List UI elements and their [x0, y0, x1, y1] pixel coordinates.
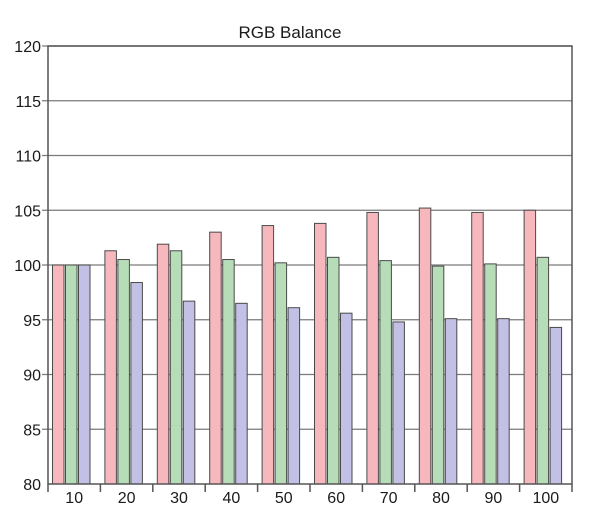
- y-tick-label: 115: [15, 94, 41, 111]
- y-tick-label: 95: [23, 313, 41, 330]
- x-tick-label: 60: [327, 490, 345, 507]
- bar-series-2-50: [274, 262, 288, 485]
- chart-title: RGB Balance: [239, 23, 342, 42]
- bar-series-1-20: [104, 250, 117, 485]
- bars: [52, 207, 563, 485]
- bar-series-2-20: [117, 259, 130, 485]
- bar-series-2-40: [222, 259, 235, 485]
- bar-series-3-10: [78, 264, 91, 485]
- bar-series-3-90: [497, 318, 510, 485]
- bar-series-3-60: [340, 312, 353, 485]
- bar-series-3-70: [392, 321, 405, 485]
- y-tick-label: 85: [23, 422, 41, 439]
- y-tick-label: 90: [23, 368, 41, 385]
- y-tick-label: 110: [15, 149, 41, 166]
- x-tick-label: 30: [170, 490, 188, 507]
- bar-series-2-30: [169, 250, 183, 485]
- y-tick-label: 105: [14, 203, 41, 220]
- bar-series-1-80: [418, 207, 432, 485]
- x-tick-label: 50: [275, 490, 293, 507]
- bar-series-3-50: [287, 307, 301, 485]
- bar-series-2-90: [484, 263, 497, 485]
- bar-series-2-100: [536, 256, 550, 485]
- bar-series-1-10: [52, 264, 65, 485]
- x-tick-label: 100: [532, 490, 559, 507]
- x-tick-label: 70: [380, 490, 398, 507]
- x-tick-labels: 10 20 30 40 50 60 70 80 90 100: [65, 490, 559, 507]
- bar-series-1-40: [209, 231, 222, 485]
- bar-series-3-40: [235, 302, 248, 485]
- y-tick-label: 80: [23, 477, 41, 494]
- x-tick-label: 20: [118, 490, 136, 507]
- bar-series-2-60: [327, 256, 340, 485]
- bar-series-2-10: [65, 264, 78, 485]
- axes: [47, 45, 573, 492]
- bar-series-3-100: [549, 326, 563, 485]
- bar-series-3-20: [130, 282, 143, 485]
- bar-series-2-80: [431, 265, 445, 485]
- bar-series-3-30: [182, 300, 196, 485]
- x-tick-label: 80: [432, 490, 450, 507]
- y-tick-label: 100: [14, 258, 41, 275]
- bar-series-1-50: [261, 225, 275, 485]
- x-tick-label: 90: [485, 490, 503, 507]
- bar-series-3-80: [444, 318, 458, 485]
- bar-series-2-70: [379, 260, 392, 485]
- y-tick-label: 120: [14, 39, 41, 56]
- bar-series-1-70: [366, 211, 379, 485]
- bar-series-1-60: [314, 222, 327, 485]
- bar-series-1-90: [471, 211, 484, 485]
- y-tick-labels: 80 85 90 95 100 105 110 115 120: [14, 39, 41, 494]
- bar-series-1-30: [156, 243, 170, 485]
- x-tick-label: 40: [223, 490, 241, 507]
- x-tick-label: 10: [65, 490, 83, 507]
- bar-series-1-100: [523, 209, 537, 485]
